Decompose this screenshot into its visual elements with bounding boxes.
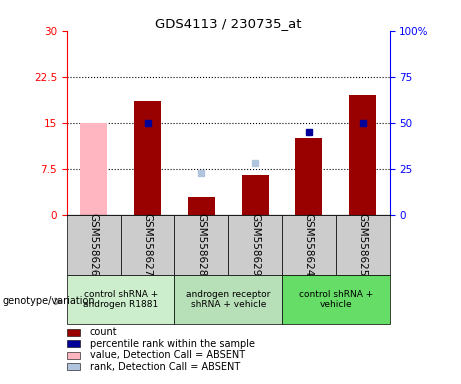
Bar (121, 215, 174, 275)
Text: count: count (90, 327, 118, 337)
Text: GSM558627: GSM558627 (142, 213, 153, 276)
Bar (80, 123, 107, 215)
Text: value, Detection Call = ABSENT: value, Detection Call = ABSENT (90, 350, 245, 360)
Bar (134, 101, 161, 215)
Bar (242, 175, 268, 215)
Text: GSM558628: GSM558628 (196, 213, 207, 276)
Text: GSM558626: GSM558626 (89, 213, 99, 276)
Text: rank, Detection Call = ABSENT: rank, Detection Call = ABSENT (90, 362, 240, 372)
Title: GDS4113 / 230735_at: GDS4113 / 230735_at (155, 17, 301, 30)
Text: genotype/variation: genotype/variation (2, 296, 95, 306)
Text: GSM558629: GSM558629 (250, 213, 260, 276)
Bar (228, 215, 282, 275)
Bar (67, 215, 121, 275)
Text: control shRNA +
vehicle: control shRNA + vehicle (299, 290, 373, 309)
Bar (174, 215, 228, 275)
Text: control shRNA +
androgen R1881: control shRNA + androgen R1881 (83, 290, 158, 309)
Bar (67, 275, 174, 324)
Bar (336, 215, 390, 275)
Bar (242, 175, 268, 215)
Bar (296, 138, 322, 215)
Text: percentile rank within the sample: percentile rank within the sample (90, 339, 255, 349)
Bar (282, 275, 390, 324)
Bar (174, 275, 282, 324)
Text: androgen receptor
shRNA + vehicle: androgen receptor shRNA + vehicle (186, 290, 271, 309)
Text: GSM558625: GSM558625 (358, 213, 368, 276)
Bar (188, 197, 215, 215)
Text: GSM558624: GSM558624 (304, 213, 314, 276)
Bar (282, 215, 336, 275)
Bar (349, 95, 376, 215)
Bar (188, 197, 215, 215)
